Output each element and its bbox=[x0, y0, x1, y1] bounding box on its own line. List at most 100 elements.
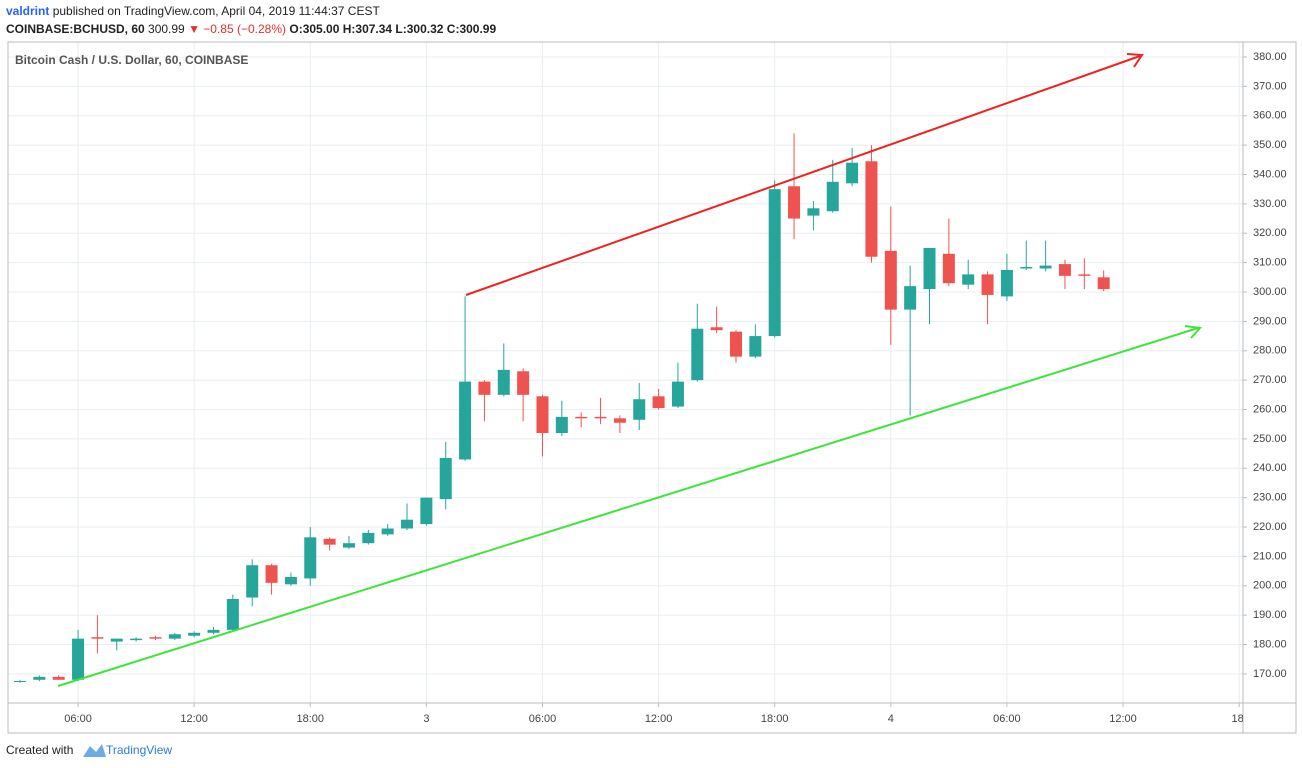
candle-body bbox=[768, 189, 781, 337]
candle-body bbox=[188, 632, 201, 636]
last-price: 300.99 bbox=[148, 22, 185, 36]
candle-body bbox=[52, 676, 65, 680]
x-tick-label: 06:00 bbox=[64, 713, 92, 725]
y-tick-label: 290.00 bbox=[1253, 315, 1287, 327]
candle-body bbox=[729, 331, 742, 357]
y-tick-label: 170.00 bbox=[1253, 668, 1287, 680]
y-tick-label: 210.00 bbox=[1253, 550, 1287, 562]
y-tick-label: 360.00 bbox=[1253, 110, 1287, 122]
footer-brand[interactable]: TradingView bbox=[106, 743, 172, 757]
grid bbox=[8, 42, 1243, 703]
x-tick-label: 4 bbox=[888, 713, 894, 725]
candle-body bbox=[962, 274, 975, 285]
x-tick-label: 12:00 bbox=[180, 713, 208, 725]
time-axis: 06:00 12:00 18:00 3 06:00 12:00 18:00 4 06:00 12:… bbox=[64, 703, 1246, 725]
candle-body bbox=[555, 416, 568, 434]
candle-body bbox=[381, 528, 394, 535]
candle-body bbox=[284, 576, 297, 585]
footer-created: Created with bbox=[6, 743, 73, 757]
candle-body bbox=[33, 676, 46, 680]
trend-line-upper bbox=[465, 55, 1141, 296]
candle-body bbox=[710, 327, 723, 331]
candle-body bbox=[691, 328, 704, 381]
y-tick-label: 250.00 bbox=[1253, 433, 1287, 445]
x-tick-label: 18:00 bbox=[761, 713, 789, 725]
candle-body bbox=[304, 537, 317, 579]
y-tick-label: 200.00 bbox=[1253, 580, 1287, 592]
chart-frame bbox=[7, 41, 1297, 734]
arrow-head bbox=[1126, 53, 1144, 68]
trend-line-lower bbox=[57, 327, 1199, 687]
y-tick-label: 230.00 bbox=[1253, 492, 1287, 504]
price-axis: 170.00 180.00 190.00 200.00 210.00 220.00 230.… bbox=[1243, 51, 1287, 680]
candle-body bbox=[1020, 267, 1033, 269]
candle-body bbox=[671, 381, 684, 407]
x-tick-label: 18:00 bbox=[297, 713, 325, 725]
x-tick-label: 12:00 bbox=[1109, 713, 1137, 725]
x-tick-label: 3 bbox=[423, 713, 429, 725]
y-tick-label: 260.00 bbox=[1253, 403, 1287, 415]
y-tick-label: 370.00 bbox=[1253, 80, 1287, 92]
y-tick-label: 300.00 bbox=[1253, 286, 1287, 298]
candle-body bbox=[401, 519, 414, 529]
candle-body bbox=[226, 599, 239, 630]
y-tick-label: 380.00 bbox=[1253, 51, 1287, 63]
y-tick-label: 280.00 bbox=[1253, 345, 1287, 357]
candle-body bbox=[459, 381, 472, 460]
candle-body bbox=[884, 250, 897, 310]
x-tick-label: 06:00 bbox=[993, 713, 1021, 725]
x-tick-label: 12:00 bbox=[645, 713, 673, 725]
change: ▼ −0.85 (−0.28%) bbox=[188, 22, 286, 36]
candle-body bbox=[91, 637, 104, 639]
y-tick-label: 330.00 bbox=[1253, 198, 1287, 210]
y-tick-label: 350.00 bbox=[1253, 139, 1287, 151]
candle-body bbox=[981, 274, 994, 295]
candle-body bbox=[1039, 265, 1052, 269]
y-tick-label: 220.00 bbox=[1253, 521, 1287, 533]
candle-body bbox=[536, 396, 549, 434]
candle-body bbox=[788, 186, 801, 219]
candle-body bbox=[1097, 277, 1110, 290]
candle-body bbox=[633, 399, 646, 420]
candle-body bbox=[497, 369, 510, 395]
candle-body bbox=[265, 565, 278, 583]
x-tick-label: 18: bbox=[1231, 713, 1246, 725]
candle-body bbox=[323, 538, 336, 545]
candle-body bbox=[246, 565, 259, 598]
candle-body bbox=[13, 680, 26, 682]
y-tick-label: 190.00 bbox=[1253, 609, 1287, 621]
y-tick-label: 340.00 bbox=[1253, 168, 1287, 180]
candle-body bbox=[1058, 264, 1071, 276]
trend-lines bbox=[57, 53, 1203, 687]
ohlc: O:305.00 H:307.34 L:300.32 C:300.99 bbox=[289, 22, 496, 36]
y-tick-label: 270.00 bbox=[1253, 374, 1287, 386]
candle-body bbox=[342, 543, 355, 548]
candle-body bbox=[72, 638, 85, 680]
candle-body bbox=[807, 208, 820, 216]
candle-body bbox=[846, 162, 859, 184]
candle-body bbox=[110, 638, 123, 642]
candle-body bbox=[942, 253, 955, 284]
candle-body bbox=[749, 336, 762, 357]
tradingview-logo bbox=[83, 744, 106, 757]
candle-body bbox=[575, 416, 588, 419]
arrow-head bbox=[1184, 325, 1203, 339]
y-tick-label: 320.00 bbox=[1253, 227, 1287, 239]
candle-body bbox=[904, 286, 917, 310]
candle-body bbox=[865, 161, 878, 257]
symbol: COINBASE:BCHUSD, 60 bbox=[6, 22, 145, 36]
y-tick-label: 240.00 bbox=[1253, 462, 1287, 474]
symbol-line: COINBASE:BCHUSD, 60 300.99 ▼ −0.85 (−0.2… bbox=[6, 22, 496, 36]
candle-body bbox=[923, 247, 936, 290]
candle-body bbox=[1078, 274, 1091, 276]
candle-body bbox=[1000, 269, 1013, 297]
candles bbox=[13, 133, 1110, 683]
candle-body bbox=[517, 371, 530, 395]
candle-body bbox=[420, 497, 433, 525]
candle-body bbox=[439, 457, 452, 500]
published: published on TradingView.com, April 04, … bbox=[53, 4, 381, 18]
author: valdrint bbox=[6, 4, 49, 18]
y-tick-label: 180.00 bbox=[1253, 638, 1287, 650]
candle-body bbox=[362, 532, 375, 544]
